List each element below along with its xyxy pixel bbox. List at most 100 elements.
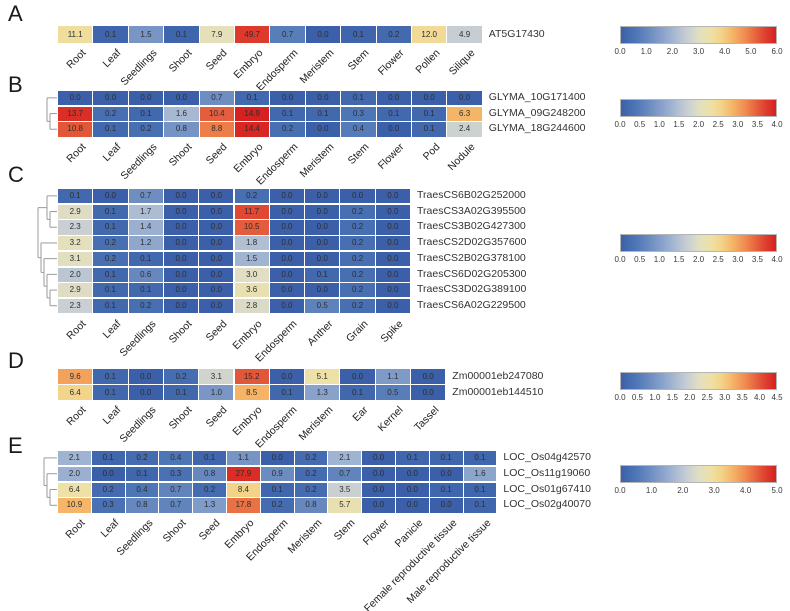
tissue-label: Seedlings <box>117 47 159 89</box>
tissue-label: Embryo <box>230 404 265 439</box>
heatmap-cell: 0.0 <box>162 203 200 220</box>
heatmap-cell: 0.2 <box>339 235 376 252</box>
heatmap-cell: 0.0 <box>304 25 342 44</box>
tissue-label: Ear <box>350 404 371 425</box>
heatmap-cell: 17.8 <box>226 497 261 514</box>
heatmap-cell: 0.5 <box>304 297 341 315</box>
heatmap-cell: 0.2 <box>127 297 164 315</box>
heatmap-cell: 1.3 <box>304 384 341 401</box>
heatmap-cell: 10.5 <box>233 219 270 236</box>
heatmap-cell: 2.4 <box>446 121 483 138</box>
heatmap-cell: 0.2 <box>162 368 200 385</box>
heatmap-cell: 0.0 <box>198 235 235 252</box>
heatmap-cell: 0.5 <box>374 384 411 401</box>
gene-label: GLYMA_10G171400 <box>488 91 586 103</box>
heatmap-cell: 3.0 <box>233 266 270 283</box>
heatmap-cell: 9.6 <box>57 368 94 385</box>
heatmap-cell: 0.0 <box>375 90 412 107</box>
heatmap-cell: 0.0 <box>361 481 396 498</box>
colorbar-tick: 4.0 <box>719 47 731 56</box>
colorbar-tick: 0.0 <box>614 486 626 495</box>
tissue-label: Seed <box>203 141 230 167</box>
colorbar-tick: 1.0 <box>653 255 665 264</box>
heatmap-cell: 0.0 <box>395 481 430 498</box>
tissue-label: Stem <box>345 141 372 167</box>
heatmap-cell: 0.0 <box>339 368 376 385</box>
heatmap-cell: 1.5 <box>233 250 270 267</box>
heatmap-cell: 2.1 <box>57 450 92 467</box>
colorbar-tick: 2.0 <box>692 255 705 264</box>
heatmap-cell: 0.2 <box>92 105 129 122</box>
heatmap-cell: 0.0 <box>375 121 412 138</box>
colorbar-tick: 3.0 <box>719 393 731 402</box>
heatmap-cell: 0.1 <box>340 90 377 107</box>
heatmap-cell: 6.3 <box>446 105 483 122</box>
gene-label: GLYMA_18G244600 <box>488 122 586 135</box>
heatmap-cell: 0.0 <box>411 90 448 107</box>
heatmap-cell: 0.0 <box>198 282 235 299</box>
heatmap-cell: 8.5 <box>233 384 270 401</box>
tissue-label: Root <box>63 141 89 166</box>
tissue-label: Embryo <box>230 317 265 352</box>
colorbar <box>620 99 777 117</box>
colorbar-tick: 2.0 <box>684 393 696 402</box>
heatmap-cell: 0.0 <box>374 219 411 236</box>
tissue-label: Meristem <box>296 404 336 444</box>
heatmap-cell: 0.4 <box>124 481 160 498</box>
heatmap-cell: 0.2 <box>259 497 295 514</box>
heatmap-cell: 0.0 <box>361 497 396 514</box>
heatmap-cell: 0.1 <box>127 250 164 267</box>
heatmap-cell: 0.2 <box>339 203 376 220</box>
heatmap-cell: 0.2 <box>233 188 270 205</box>
heatmap-cell: 0.2 <box>293 481 329 498</box>
heatmap-cell: 1.2 <box>127 235 164 252</box>
heatmap-cell: 0.0 <box>198 203 235 220</box>
heatmap-cell: 11.7 <box>233 203 270 220</box>
heatmap-cell: 0.7 <box>127 188 164 205</box>
heatmap-cell: 1.4 <box>127 219 164 236</box>
heatmap-cell: 0.0 <box>339 188 376 205</box>
heatmap-cell: 0.0 <box>92 188 129 205</box>
heatmap-cell: 0.0 <box>198 219 235 236</box>
tissue-label: Tassel <box>411 404 442 434</box>
heatmap-cell: 0.0 <box>57 90 94 107</box>
gene-label: TraesCS3B02G427300 <box>417 220 526 233</box>
gene-label: AT5G17430 <box>488 28 545 40</box>
colorbar-tick: 3.5 <box>751 120 763 129</box>
heatmap-cell: 0.2 <box>269 121 306 138</box>
heatmap-cell: 0.1 <box>92 121 129 138</box>
heatmap-cell: 0.1 <box>462 481 498 498</box>
heatmap-cell: 0.1 <box>304 105 342 122</box>
heatmap-cell: 0.0 <box>162 188 200 205</box>
colorbar-tick: 1.5 <box>673 255 685 264</box>
heatmap-cell: 0.0 <box>162 266 200 283</box>
panel-A-label: A <box>8 1 23 26</box>
heatmap-cell: 0.0 <box>361 450 396 467</box>
heatmap-cell: 3.6 <box>233 282 270 299</box>
tissue-label: Spike <box>378 317 406 345</box>
heatmap-cell: 0.2 <box>375 25 412 44</box>
heatmap-cell: 3.1 <box>57 250 94 267</box>
heatmap-cell: 0.9 <box>259 465 295 483</box>
colorbar-tick: 4.0 <box>740 486 752 495</box>
colorbar-tick: 3.0 <box>732 255 744 264</box>
heatmap-cell: 0.0 <box>428 497 464 514</box>
heatmap-cell: 0.7 <box>327 465 363 483</box>
heatmap-cell: 0.4 <box>340 121 377 138</box>
heatmap-cell: 0.1 <box>92 219 129 236</box>
tissue-label: Panicle <box>392 517 426 551</box>
heatmap-cell: 3.1 <box>198 368 235 385</box>
heatmap-cell: 0.0 <box>127 90 165 107</box>
heatmap-cell: 0.0 <box>304 121 342 138</box>
colorbar-tick: 6.0 <box>771 47 783 56</box>
heatmap-cell: 0.0 <box>162 250 200 267</box>
heatmap-cell: 0.3 <box>340 105 377 122</box>
heatmap-cell: 0.1 <box>90 450 126 467</box>
heatmap-cell: 0.1 <box>269 105 306 122</box>
tissue-label: Stem <box>331 517 358 544</box>
tissue-label: Seed <box>203 317 230 344</box>
heatmap-cell: 12.0 <box>411 25 448 44</box>
heatmap-cell: 0.0 <box>259 450 295 467</box>
tissue-label: Leaf <box>100 141 124 165</box>
gene-label: LOC_Os11g19060 <box>503 466 591 479</box>
